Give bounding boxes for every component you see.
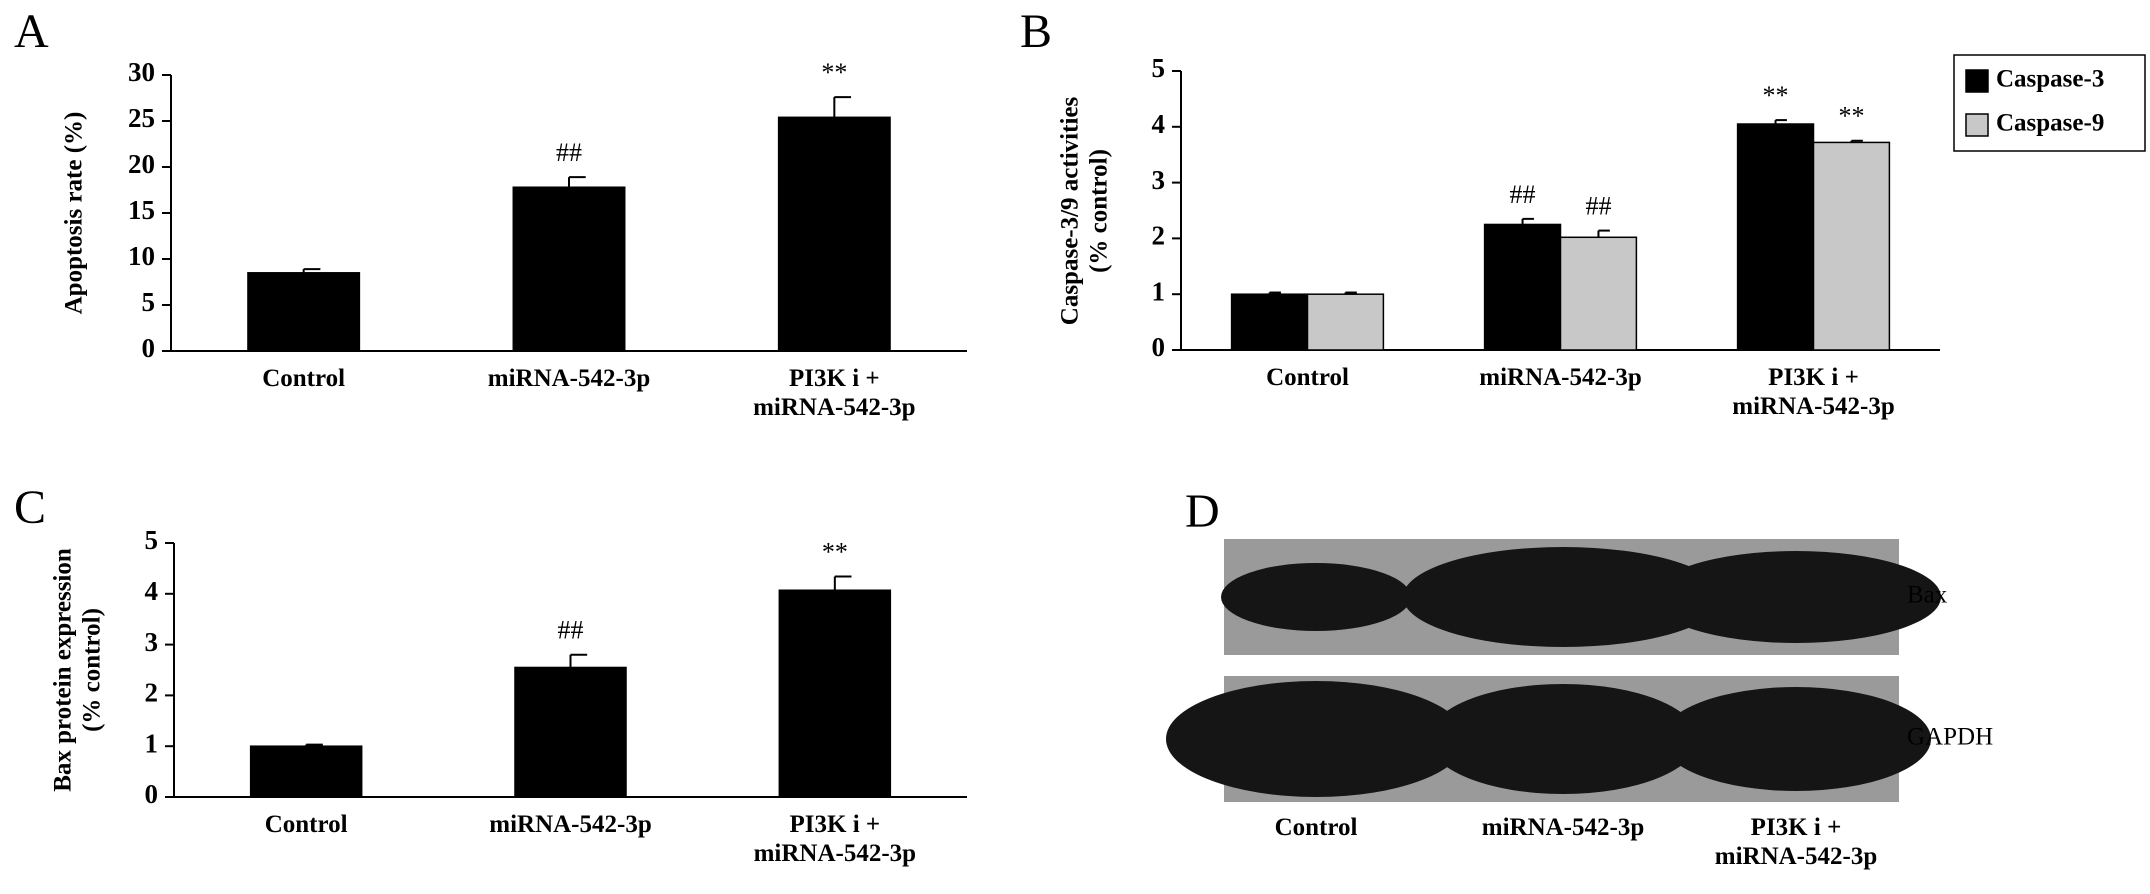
bar [1812, 141, 1891, 351]
y-axis-label: Bax protein expression (% control) [49, 548, 105, 792]
legend-label: Caspase-9 [1996, 110, 2104, 137]
x-tick-label: miRNA-542-3p [1479, 364, 1642, 391]
x-tick-label: PI3K i + miRNA-542-3p [1732, 364, 1895, 420]
x-tick-label: Control [1266, 364, 1349, 391]
bar [249, 745, 363, 798]
panel-label: D [1185, 485, 1220, 538]
lane-label: miRNA-542-3p [1481, 814, 1645, 841]
x-tick-label: Control [262, 365, 346, 392]
y-tick-label: 1 [145, 728, 159, 758]
y-tick-label: 0 [145, 779, 159, 809]
legend-swatch [1965, 113, 1989, 137]
significance-label: ## [1510, 180, 1536, 209]
row-label: Bax [1907, 582, 1948, 609]
blot-band [1221, 563, 1411, 631]
lane-label: PI3K i + miRNA-542-3p [1714, 814, 1878, 870]
panel-label: A [14, 5, 49, 58]
bar [1736, 123, 1815, 351]
blot-band [1428, 684, 1698, 794]
significance-label: ## [1585, 192, 1611, 221]
panel-label: B [1020, 5, 1052, 58]
y-tick-label: 10 [128, 241, 155, 271]
bar [1306, 293, 1385, 351]
y-tick-label: 4 [145, 576, 159, 606]
significance-label: ** [1763, 81, 1789, 110]
y-axis-label: Apoptosis rate (%) [60, 111, 88, 315]
legend-swatch [1965, 69, 1989, 93]
y-tick-label: 3 [145, 627, 159, 657]
bar [778, 589, 892, 798]
blot-band [1403, 547, 1723, 647]
x-tick-label: PI3K i + miRNA-542-3p [753, 365, 916, 421]
significance-label: ** [1838, 102, 1864, 131]
x-tick-label: Control [264, 811, 348, 838]
y-tick-label: 2 [145, 678, 159, 708]
lane-label: Control [1274, 814, 1358, 841]
y-tick-label: 3 [1152, 165, 1166, 195]
y-tick-label: 5 [145, 525, 159, 555]
y-axis-label: Caspase-3/9 activities (% control) [1056, 96, 1112, 325]
x-tick-label: miRNA-542-3p [487, 365, 651, 392]
y-tick-label: 2 [1152, 221, 1166, 251]
y-tick-label: 0 [1152, 332, 1166, 362]
bar [1230, 293, 1309, 351]
y-tick-label: 1 [1152, 276, 1166, 306]
significance-label: ** [822, 537, 848, 566]
significance-label: ## [558, 616, 584, 645]
bar [1483, 223, 1562, 351]
blot-band [1651, 551, 1941, 643]
bar [247, 272, 361, 352]
y-tick-label: 5 [142, 287, 156, 317]
panel-label: C [14, 481, 46, 534]
blot-band [1661, 687, 1931, 791]
x-tick-label: miRNA-542-3p [489, 811, 652, 838]
x-tick-label: PI3K i + miRNA-542-3p [753, 811, 917, 867]
significance-label: ** [821, 58, 847, 87]
legend-label: Caspase-3 [1996, 66, 2104, 93]
y-tick-label: 4 [1152, 109, 1166, 139]
y-tick-label: 25 [128, 103, 155, 133]
y-tick-label: 0 [142, 333, 156, 363]
bar [1559, 236, 1638, 351]
row-label: GAPDH [1907, 724, 1993, 751]
y-tick-label: 20 [128, 149, 155, 179]
y-tick-label: 30 [128, 57, 155, 87]
blot-band [1166, 681, 1466, 797]
significance-label: ## [556, 138, 582, 167]
y-tick-label: 15 [128, 195, 155, 225]
bar [514, 666, 627, 798]
bar [777, 116, 891, 352]
bar [512, 186, 626, 352]
y-tick-label: 5 [1152, 53, 1166, 83]
